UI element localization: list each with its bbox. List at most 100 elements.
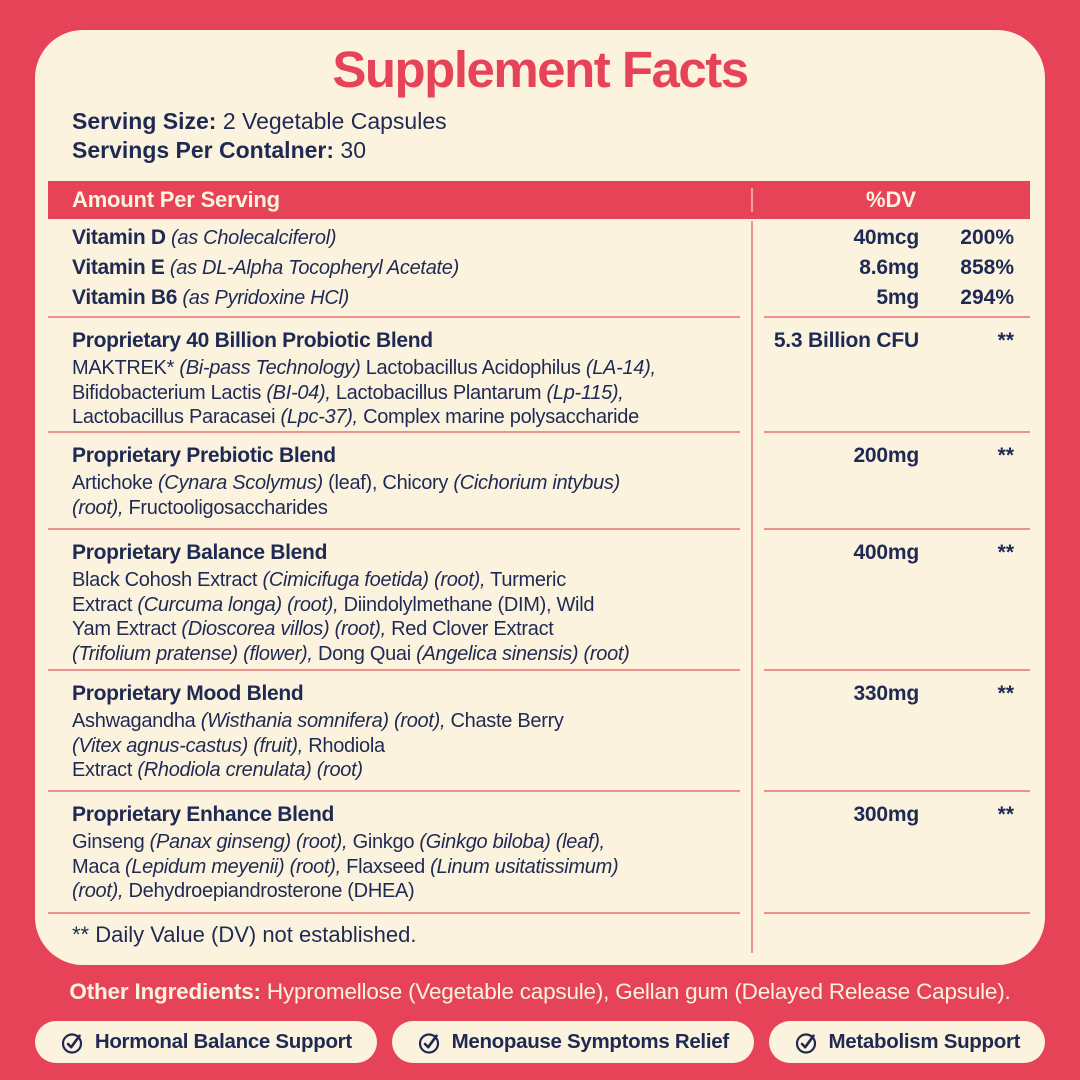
blend-title: Proprietary Enhance Blend (72, 803, 335, 826)
row-divider-right (764, 790, 1030, 792)
servings-per-container-value: 30 (340, 137, 367, 163)
page-title: Supplement Facts (332, 41, 749, 98)
blend-description-line: Bifidobacterium Lactis (BI-04), Lactobac… (72, 381, 624, 404)
row-divider-right (764, 669, 1030, 671)
blend-description-line: MAKTREK* (Bi-pass Technology) Lactobacil… (72, 357, 656, 379)
amount-per-serving-header: Amount Per Serving (72, 187, 280, 212)
vitamin-amount: 8.6mg (859, 256, 919, 279)
vitamin-name-text: Vitamin D (72, 226, 166, 249)
blend-content: Proprietary Enhance Blend Ginseng (Panax … (48, 802, 735, 904)
blend-description-line: (root), Fructooligosaccharides (72, 496, 328, 519)
vitamin-name: Vitamin E (as DL-Alpha Tocopheryl Acetat… (48, 253, 735, 283)
row-divider-right (764, 431, 1030, 433)
badge-label: Menopause Symptoms Relief (451, 1030, 730, 1053)
vitamin-amount: 5mg (876, 286, 919, 309)
vitamin-dv: 294% (960, 286, 1014, 309)
blend-description-line: Extract (Curcuma longa) (root), Diindoly… (72, 593, 595, 616)
blend-rows: Proprietary 40 Billion Probiotic Blend MA… (48, 316, 1030, 914)
check-circle-icon (60, 1030, 85, 1055)
footnote: ** Daily Value (DV) not established. (72, 922, 417, 947)
check-circle-icon (417, 1030, 442, 1055)
blend-description-line: (Vitex agnus-castus) (fruit), Rhodiola (72, 734, 385, 757)
vitamin-name: Vitamin D (as Cholecalciferol) (48, 223, 735, 253)
vitamin-row: Vitamin D (as Cholecalciferol) 40mcg 200% (48, 223, 1030, 253)
servings-per-container-label: Servings Per Contalner: (72, 137, 335, 163)
row-divider (48, 528, 1030, 530)
blend-amount: 5.3 Billion CFU (773, 329, 919, 352)
blend-title: Proprietary Mood Blend (72, 682, 304, 705)
row-divider-left (48, 790, 740, 792)
blend-content: Proprietary Mood Blend Ashwagandha (Wisth… (48, 681, 735, 783)
blend-title: Proprietary Prebiotic Blend (72, 444, 336, 467)
check-circle-icon (794, 1030, 819, 1055)
header-column-divider (751, 188, 753, 212)
blend-description: MAKTREK* (Bi-pass Technology) Lactobacil… (72, 356, 719, 430)
row-divider-left (48, 316, 740, 318)
servings-per-container-line: Servings Per Contalner: 30 (72, 136, 1045, 165)
blend-description: Artichoke (Cynara Scolymus) (leaf), Chic… (72, 471, 719, 520)
blend-description-line: Extract (Rhodiola crenulata) (root) (72, 759, 363, 781)
blend-description-line: Artichoke (Cynara Scolymus) (leaf), Chic… (72, 472, 620, 494)
facts-table: Vitamin D (as Cholecalciferol) 40mcg 200% V… (48, 219, 1030, 955)
blend-dv: ** (997, 682, 1014, 705)
vitamin-dv: 858% (960, 256, 1014, 279)
blend-amount: 300mg (853, 803, 919, 826)
row-divider-right (764, 316, 1030, 318)
blend-description-line: Ginseng (Panax ginseng) (root), Ginkgo (… (72, 831, 605, 853)
blend-description-line: Yam Extract (Dioscorea villos) (root), R… (72, 618, 554, 640)
vitamin-name: Vitamin B6 (as Pyridoxine HCl) (48, 283, 735, 313)
table-header-bar: Amount Per Serving %DV (48, 181, 1030, 219)
serving-size-label: Serving Size: (72, 108, 217, 134)
blend-dv: ** (997, 803, 1014, 826)
blend-dv: ** (997, 541, 1014, 564)
row-divider (48, 316, 1030, 318)
row-divider (48, 790, 1030, 792)
blend-title: Proprietary Balance Blend (72, 541, 328, 564)
row-divider-left (48, 669, 740, 671)
blend-dv: ** (997, 444, 1014, 467)
other-ingredients-label: Other Ingredients: (69, 979, 261, 1004)
row-divider-right (764, 912, 1030, 914)
blend-content: Proprietary Balance Blend Black Cohosh Ex… (48, 540, 735, 666)
column-divider-line (751, 221, 753, 953)
other-ingredients: Other Ingredients: Hypromellose (Vegetab… (0, 979, 1080, 1005)
row-divider-left (48, 431, 740, 433)
blend-row: Proprietary Mood Blend Ashwagandha (Wisth… (48, 671, 1030, 790)
blend-description: Ashwagandha (Wisthania somnifera) (root)… (72, 709, 719, 783)
serving-size-value: 2 Vegetable Capsules (222, 108, 447, 134)
blend-amount: 200mg (853, 444, 919, 467)
blend-dv: ** (997, 329, 1014, 352)
badge-label: Metabolism Support (828, 1030, 1021, 1053)
blend-description: Black Cohosh Extract (Cimicifuga foetida… (72, 568, 719, 666)
blend-amount: 330mg (853, 682, 919, 705)
blend-description-line: Ashwagandha (Wisthania somnifera) (root)… (72, 710, 564, 732)
blend-description-line: (root), Dehydroepiandrosterone (DHEA) (72, 880, 415, 902)
blend-content: Proprietary 40 Billion Probiotic Blend MA… (48, 328, 735, 430)
blend-description: Ginseng (Panax ginseng) (root), Ginkgo (… (72, 830, 719, 904)
blend-description-line: (Trifolium pratense) (flower), Dong Quai… (72, 642, 630, 665)
benefit-badges: Hormonal Balance Support Menopause Sympto… (35, 1021, 1046, 1063)
vitamin-qualifier: (as Pyridoxine HCl) (177, 287, 349, 309)
vitamin-qualifier: (as DL-Alpha Tocopheryl Acetate) (164, 257, 459, 279)
benefit-badge: Hormonal Balance Support (35, 1021, 377, 1063)
blend-content: Proprietary Prebiotic Blend Artichoke (Cy… (48, 443, 735, 520)
blend-amount: 400mg (853, 541, 919, 564)
serving-info: Serving Size: 2 Vegetable Capsules Servi… (72, 107, 1045, 165)
benefit-badge: Metabolism Support (768, 1021, 1046, 1063)
row-divider (48, 912, 1030, 914)
blend-description-line: Lactobacillus Paracasei (Lpc-37), Comple… (72, 406, 639, 428)
serving-size-line: Serving Size: 2 Vegetable Capsules (72, 107, 1045, 136)
row-divider (48, 431, 1030, 433)
vitamin-row: Vitamin B6 (as Pyridoxine HCl) 5mg 294% (48, 283, 1030, 313)
badge-label: Hormonal Balance Support (94, 1030, 352, 1053)
row-divider (48, 669, 1030, 671)
vitamin-amount: 40mcg (853, 226, 919, 249)
blend-row: Proprietary Prebiotic Blend Artichoke (Cy… (48, 433, 1030, 528)
blend-row: Proprietary Balance Blend Black Cohosh Ex… (48, 530, 1030, 669)
blend-row: Proprietary Enhance Blend Ginseng (Panax … (48, 792, 1030, 912)
footnote-row: ** Daily Value (DV) not established. (48, 914, 1030, 955)
supplement-facts-card: Supplement Facts Serving Size: 2 Vegetab… (35, 30, 1045, 965)
vitamin-rows: Vitamin D (as Cholecalciferol) 40mcg 200% V… (48, 219, 1030, 316)
vitamin-name-text: Vitamin E (72, 256, 165, 279)
